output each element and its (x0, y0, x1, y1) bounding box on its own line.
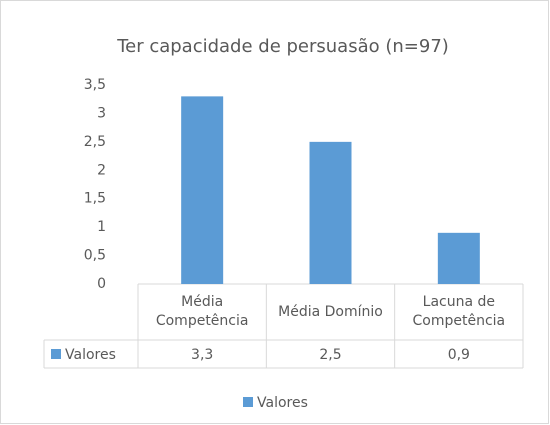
y-tick-label: 3 (97, 105, 106, 121)
table-series-name: Valores (65, 347, 116, 363)
y-tick-label: 2 (97, 162, 106, 178)
y-tick-label: 0,5 (84, 248, 106, 264)
y-tick-label: 0 (97, 276, 106, 292)
bar (437, 232, 480, 284)
x-tick-label: Média Domínio (278, 303, 383, 320)
y-tick-label: 3,5 (84, 77, 106, 93)
x-tick-label: Média Competência (155, 294, 249, 329)
table-value: 2,5 (319, 347, 341, 363)
chart-title: Ter capacidade de persuasão (n=97) (116, 36, 449, 57)
table-value: 0,9 (448, 347, 470, 363)
bar (309, 141, 352, 284)
y-tick-label: 1,5 (84, 191, 106, 207)
table-value: 3,3 (191, 347, 213, 363)
bar (181, 96, 224, 284)
legend-key (243, 397, 253, 407)
x-tick-label: Lacuna de Competência (412, 294, 506, 329)
y-tick-label: 2,5 (84, 134, 106, 150)
y-tick-label: 1 (97, 219, 106, 235)
legend-label: Valores (257, 395, 308, 411)
table-legend-key (51, 349, 61, 359)
